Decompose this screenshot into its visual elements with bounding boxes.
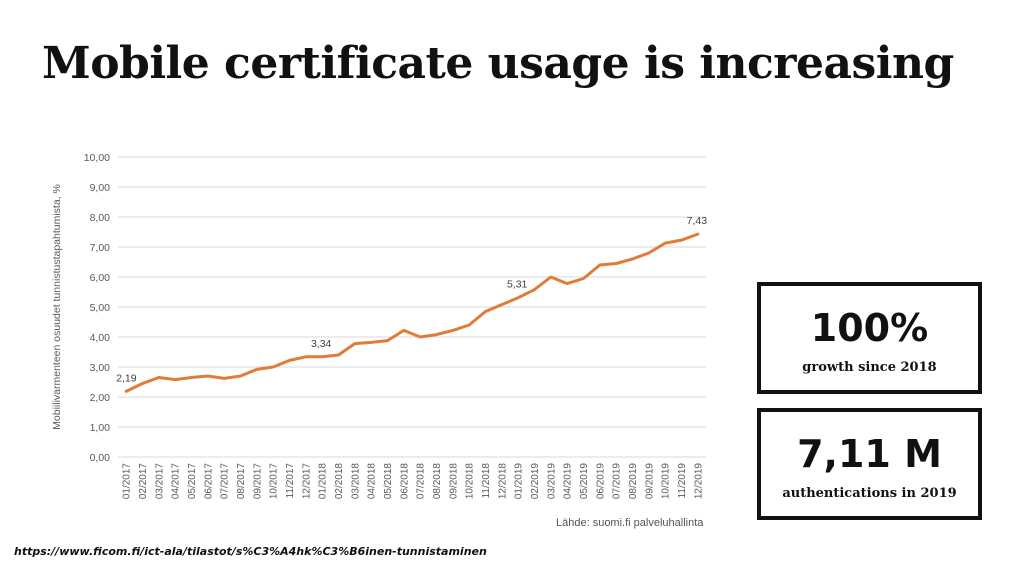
- x-tick-label: 06/2018: [399, 463, 410, 500]
- x-tick-label: 03/2017: [154, 463, 165, 500]
- x-tick-label: 01/2018: [318, 463, 329, 500]
- data-label: 3,34: [311, 338, 332, 350]
- source-url-link[interactable]: https://www.ficom.fi/ict-ala/tilastot/s%…: [14, 545, 487, 558]
- data-label: 2,19: [116, 372, 137, 384]
- x-tick-label: 07/2019: [612, 463, 623, 500]
- x-tick-label: 11/2017: [285, 463, 296, 499]
- x-tick-label: 02/2018: [334, 463, 345, 500]
- stat-value-authentications: 7,11 M: [797, 432, 942, 476]
- data-label: 7,43: [687, 215, 708, 227]
- y-tick-label: 3,00: [90, 362, 111, 374]
- x-tick-label: 01/2017: [122, 463, 133, 500]
- x-tick-label: 08/2017: [236, 463, 247, 500]
- y-tick-label: 5,00: [90, 302, 111, 314]
- x-tick-label: 12/2018: [497, 463, 508, 500]
- y-tick-label: 4,00: [90, 332, 111, 344]
- x-tick-label: 12/2017: [301, 463, 312, 500]
- x-tick-label: 11/2019: [677, 463, 688, 499]
- x-tick-label: 01/2019: [514, 463, 525, 500]
- x-tick-label: 02/2019: [530, 463, 541, 500]
- x-tick-label: 04/2017: [171, 463, 182, 500]
- y-tick-label: 6,00: [90, 272, 111, 284]
- x-tick-label: 10/2018: [465, 463, 476, 500]
- x-tick-label: 05/2019: [579, 463, 590, 500]
- x-tick-label: 03/2019: [546, 463, 557, 500]
- y-axis-label: Mobiilivarmenteen osuudet tunnistustapah…: [51, 184, 63, 430]
- x-tick-label: 11/2018: [481, 463, 492, 499]
- y-tick-label: 0,00: [90, 452, 111, 464]
- x-tick-label: 05/2018: [383, 463, 394, 500]
- stat-box-authentications: 7,11 M authentications in 2019: [757, 408, 982, 520]
- x-tick-label: 05/2017: [187, 463, 198, 500]
- chart-source-note: Lähde: suomi.fi palveluhallinta: [556, 517, 704, 529]
- stat-value-growth: 100%: [810, 306, 929, 350]
- x-tick-label: 03/2018: [350, 463, 361, 500]
- x-tick-label: 10/2019: [661, 463, 672, 500]
- y-tick-label: 1,00: [90, 422, 111, 434]
- x-tick-label: 06/2019: [595, 463, 606, 500]
- x-tick-label: 06/2017: [203, 463, 214, 500]
- stat-box-growth: 100% growth since 2018: [757, 282, 982, 394]
- x-tick-label: 04/2018: [367, 463, 378, 500]
- stat-label-authentications: authentications in 2019: [782, 486, 957, 501]
- x-tick-label: 07/2017: [220, 463, 231, 500]
- series-line: [124, 232, 700, 393]
- x-tick-label: 09/2019: [644, 463, 655, 500]
- x-tick-label: 08/2019: [628, 463, 639, 500]
- x-tick-label: 08/2018: [432, 463, 443, 500]
- slide-title: Mobile certificate usage is increasing: [42, 38, 954, 89]
- y-tick-label: 9,00: [90, 182, 111, 194]
- y-tick-label: 8,00: [90, 212, 111, 224]
- x-tick-label: 07/2018: [416, 463, 427, 500]
- y-tick-label: 10,00: [84, 152, 110, 164]
- y-tick-label: 2,00: [90, 392, 111, 404]
- y-tick-label: 7,00: [90, 242, 111, 254]
- stat-label-growth: growth since 2018: [802, 360, 937, 375]
- data-label: 5,31: [507, 279, 528, 291]
- x-tick-label: 12/2019: [693, 463, 704, 500]
- x-tick-label: 10/2017: [269, 463, 280, 500]
- x-tick-label: 04/2019: [563, 463, 574, 500]
- x-tick-label: 09/2018: [448, 463, 459, 500]
- x-tick-label: 09/2017: [252, 463, 263, 500]
- x-tick-label: 02/2017: [138, 463, 149, 500]
